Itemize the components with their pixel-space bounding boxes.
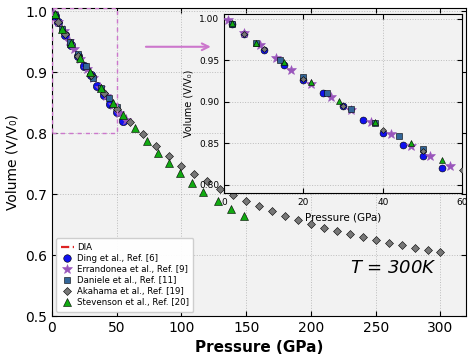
Stevenson et al., Ref. [20] <box>78 56 83 60</box>
Akahama et al., Ref. [19] <box>114 107 119 111</box>
Line: Akahama et al., Ref. [19]: Akahama et al., Ref. [19] <box>55 19 443 255</box>
Akahama et al., Ref. [19] <box>140 132 146 136</box>
Line: Daniele et al., Ref. [11]: Daniele et al., Ref. [11] <box>51 12 120 110</box>
Errandonea et al., Ref. [9] <box>84 67 90 71</box>
Ding et al., Ref. [6] <box>108 102 113 106</box>
Akahama et al., Ref. [19] <box>101 91 107 95</box>
Line: Ding et al., Ref. [6]: Ding et al., Ref. [6] <box>50 12 128 125</box>
Errandonea et al., Ref. [9] <box>61 29 66 33</box>
Daniele et al., Ref. [11] <box>98 86 104 90</box>
Stevenson et al., Ref. [20] <box>228 206 234 211</box>
Errandonea et al., Ref. [9] <box>123 118 128 122</box>
Errandonea et al., Ref. [9] <box>71 47 77 51</box>
Akahama et al., Ref. [19] <box>88 73 94 78</box>
Daniele et al., Ref. [11] <box>83 64 89 68</box>
Errandonea et al., Ref. [9] <box>117 110 122 115</box>
Akahama et al., Ref. [19] <box>153 144 158 148</box>
Errandonea et al., Ref. [9] <box>97 85 103 90</box>
Stevenson et al., Ref. [20] <box>98 85 104 90</box>
Line: Stevenson et al., Ref. [20]: Stevenson et al., Ref. [20] <box>50 10 248 220</box>
Stevenson et al., Ref. [20] <box>120 113 126 117</box>
Akahama et al., Ref. [19] <box>386 241 392 245</box>
Akahama et al., Ref. [19] <box>373 238 379 243</box>
Errandonea et al., Ref. [9] <box>110 103 116 107</box>
Stevenson et al., Ref. [20] <box>166 161 172 165</box>
Akahama et al., Ref. [19] <box>412 245 418 250</box>
Daniele et al., Ref. [11] <box>67 40 73 44</box>
Stevenson et al., Ref. [20] <box>189 181 195 185</box>
Akahama et al., Ref. [19] <box>295 218 301 222</box>
Ding et al., Ref. [6] <box>114 110 119 114</box>
Akahama et al., Ref. [19] <box>230 193 236 197</box>
Errandonea et al., Ref. [9] <box>78 57 83 62</box>
Akahama et al., Ref. [19] <box>399 243 404 248</box>
Akahama et al., Ref. [19] <box>243 199 249 203</box>
Y-axis label: Volume (V/V₀): Volume (V/V₀) <box>6 114 19 210</box>
Akahama et al., Ref. [19] <box>204 179 210 183</box>
Bar <box>52 8 117 133</box>
Akahama et al., Ref. [19] <box>269 209 275 213</box>
Text: $T$ = 300K: $T$ = 300K <box>350 259 437 277</box>
Daniele et al., Ref. [11] <box>52 13 57 17</box>
Stevenson et al., Ref. [20] <box>144 138 149 143</box>
Ding et al., Ref. [6] <box>82 64 87 68</box>
Ding et al., Ref. [6] <box>101 93 107 97</box>
Daniele et al., Ref. [11] <box>91 75 96 80</box>
Stevenson et al., Ref. [20] <box>132 126 137 131</box>
Stevenson et al., Ref. [20] <box>52 12 57 17</box>
DIA <box>49 9 55 13</box>
Akahama et al., Ref. [19] <box>282 214 288 218</box>
Akahama et al., Ref. [19] <box>308 222 314 226</box>
Akahama et al., Ref. [19] <box>438 250 443 254</box>
Daniele et al., Ref. [11] <box>75 52 81 56</box>
Ding et al., Ref. [6] <box>69 43 74 48</box>
Stevenson et al., Ref. [20] <box>110 101 116 105</box>
Errandonea et al., Ref. [9] <box>66 38 72 43</box>
Akahama et al., Ref. [19] <box>334 229 340 234</box>
Stevenson et al., Ref. [20] <box>215 199 220 204</box>
Legend: DIA, Ding et al., Ref. [6], Errandonea et al., Ref. [9], Daniele et al., Ref. [1: DIA, Ding et al., Ref. [6], Errandonea e… <box>56 238 193 312</box>
Akahama et al., Ref. [19] <box>55 20 61 25</box>
Daniele et al., Ref. [11] <box>60 27 65 31</box>
Akahama et al., Ref. [19] <box>360 235 365 240</box>
Stevenson et al., Ref. [20] <box>87 70 92 74</box>
Errandonea et al., Ref. [9] <box>55 19 61 24</box>
Akahama et al., Ref. [19] <box>218 187 223 191</box>
Stevenson et al., Ref. [20] <box>155 151 161 155</box>
Ding et al., Ref. [6] <box>94 83 100 88</box>
Stevenson et al., Ref. [20] <box>201 190 206 195</box>
Stevenson et al., Ref. [20] <box>177 171 183 175</box>
Daniele et al., Ref. [11] <box>114 105 119 109</box>
Errandonea et al., Ref. [9] <box>91 76 96 81</box>
Akahama et al., Ref. [19] <box>62 32 68 36</box>
Akahama et al., Ref. [19] <box>321 226 327 230</box>
Akahama et al., Ref. [19] <box>127 120 133 125</box>
Akahama et al., Ref. [19] <box>191 172 197 176</box>
Stevenson et al., Ref. [20] <box>69 41 74 45</box>
Ding et al., Ref. [6] <box>55 20 61 25</box>
Akahama et al., Ref. [19] <box>425 247 430 252</box>
Stevenson et al., Ref. [20] <box>241 214 246 218</box>
X-axis label: Pressure (GPa): Pressure (GPa) <box>195 340 323 356</box>
Ding et al., Ref. [6] <box>62 32 68 37</box>
Akahama et al., Ref. [19] <box>179 163 184 168</box>
Ding et al., Ref. [6] <box>75 54 81 58</box>
Line: Errandonea et al., Ref. [9]: Errandonea et al., Ref. [9] <box>48 7 131 125</box>
Akahama et al., Ref. [19] <box>256 204 262 209</box>
Akahama et al., Ref. [19] <box>75 54 81 58</box>
Ding et al., Ref. [6] <box>88 73 94 78</box>
Errandonea et al., Ref. [9] <box>50 10 56 15</box>
Ding et al., Ref. [6] <box>52 13 57 18</box>
Akahama et al., Ref. [19] <box>166 154 172 158</box>
Stevenson et al., Ref. [20] <box>60 27 65 31</box>
Ding et al., Ref. [6] <box>120 119 126 123</box>
Akahama et al., Ref. [19] <box>347 232 353 236</box>
Errandonea et al., Ref. [9] <box>103 94 109 98</box>
Daniele et al., Ref. [11] <box>106 96 112 100</box>
